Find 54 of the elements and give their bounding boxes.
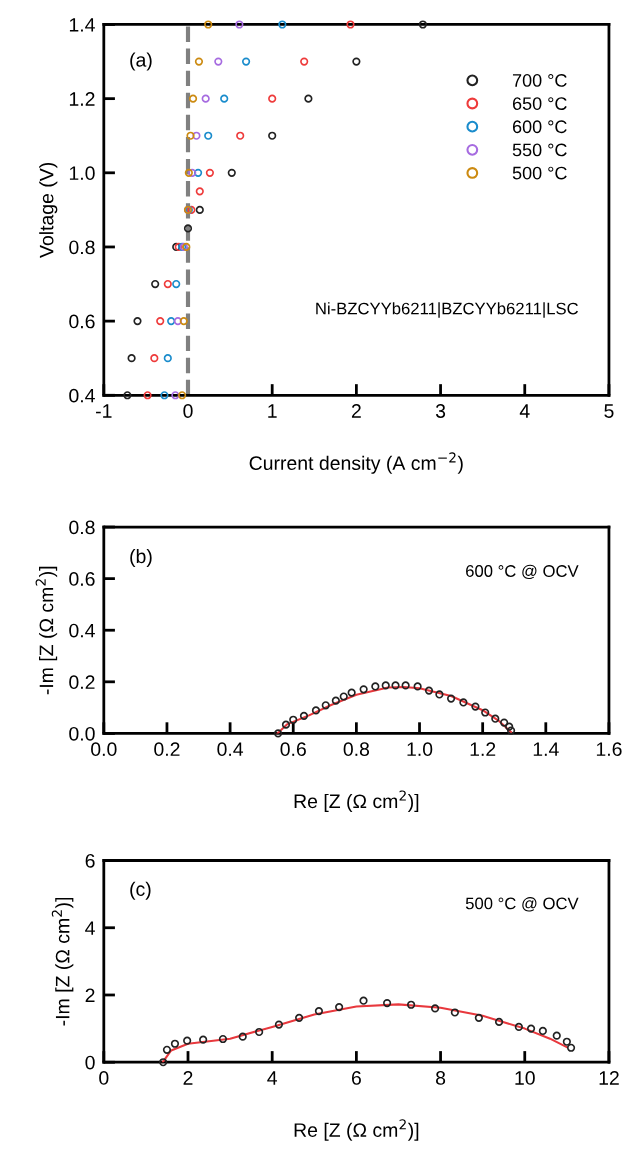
- legend-label: 500 °C: [512, 166, 567, 180]
- y-axis-title: -Im [Z (Ω cm$^{2}$)]: [51, 897, 74, 1026]
- y-tick-label: 0.4: [69, 623, 95, 638]
- x-tick-label: 0.8: [343, 742, 370, 757]
- y-tick-label: 0.6: [69, 314, 95, 329]
- annotation: 600 °C @ OCV: [466, 564, 579, 580]
- x-tick-label: 1.4: [533, 742, 559, 756]
- x-tick-label: 0: [99, 1071, 109, 1085]
- y-axis-title: -Im [Z (Ω cm$^{2}$)]: [35, 566, 58, 695]
- y-tick-label: 0.8: [69, 240, 95, 255]
- x-axis-title: Current density (A cm$^{−2}$): [249, 452, 463, 474]
- y-tick-label: 4: [85, 921, 95, 935]
- x-tick-label: 2: [351, 404, 361, 418]
- x-tick-label: 1.6: [596, 742, 622, 757]
- x-tick-label: 0.4: [217, 742, 244, 757]
- x-axis-title: Re [Z (Ω cm$^{2}$)]: [294, 1119, 419, 1141]
- x-tick-label: 2: [183, 1071, 193, 1085]
- y-tick-label: 6: [85, 853, 95, 868]
- x-tick-label: 3: [435, 404, 446, 418]
- y-tick-label: 0.4: [69, 388, 95, 403]
- x-tick-label: 0.6: [280, 742, 306, 757]
- x-axis-title: Re [Z (Ω cm$^{2}$)]: [294, 790, 419, 813]
- x-tick-label: 4: [519, 404, 530, 418]
- y-axis-title: Voltage (V): [39, 162, 58, 258]
- x-tick-label: 1.2: [470, 742, 496, 756]
- x-tick-label: 10: [515, 1071, 535, 1085]
- legend-label: 700 °C: [512, 74, 567, 87]
- x-tick-label: 1: [268, 404, 277, 418]
- x-tick-label: 0: [183, 404, 193, 418]
- x-tick-label: 4: [267, 1071, 278, 1085]
- y-tick-label: 0.6: [69, 572, 95, 586]
- y-tick-label: 0.2: [69, 675, 95, 690]
- legend-label: 600 °C: [512, 120, 567, 134]
- x-tick-label: 5: [604, 404, 614, 418]
- x-tick-label: 1.0: [407, 742, 433, 757]
- x-tick-label: -1: [96, 404, 112, 418]
- y-tick-label: 0: [85, 1055, 95, 1070]
- legend-label: 650 °C: [512, 97, 567, 110]
- y-tick-label: 0.8: [69, 520, 95, 535]
- annotation: (c): [130, 881, 151, 900]
- x-tick-label: 8: [436, 1071, 446, 1085]
- y-tick-label: 0.0: [69, 726, 95, 741]
- y-tick-label: 1.4: [69, 18, 95, 32]
- y-tick-label: 1.2: [69, 92, 95, 106]
- x-tick-label: 12: [599, 1071, 619, 1085]
- annotation: (a): [130, 52, 152, 71]
- annotation: (b): [130, 548, 152, 568]
- annotation: Ni-BZCYYb6211|BZCYYb6211|LSC: [316, 302, 579, 318]
- y-tick-label: 1.0: [69, 166, 95, 181]
- legend-label: 550 °C: [512, 143, 567, 157]
- x-tick-label: 0.2: [154, 742, 180, 757]
- x-tick-label: 6: [351, 1071, 361, 1085]
- y-tick-label: 2: [85, 988, 95, 1003]
- annotation: 500 °C @ OCV: [465, 897, 579, 912]
